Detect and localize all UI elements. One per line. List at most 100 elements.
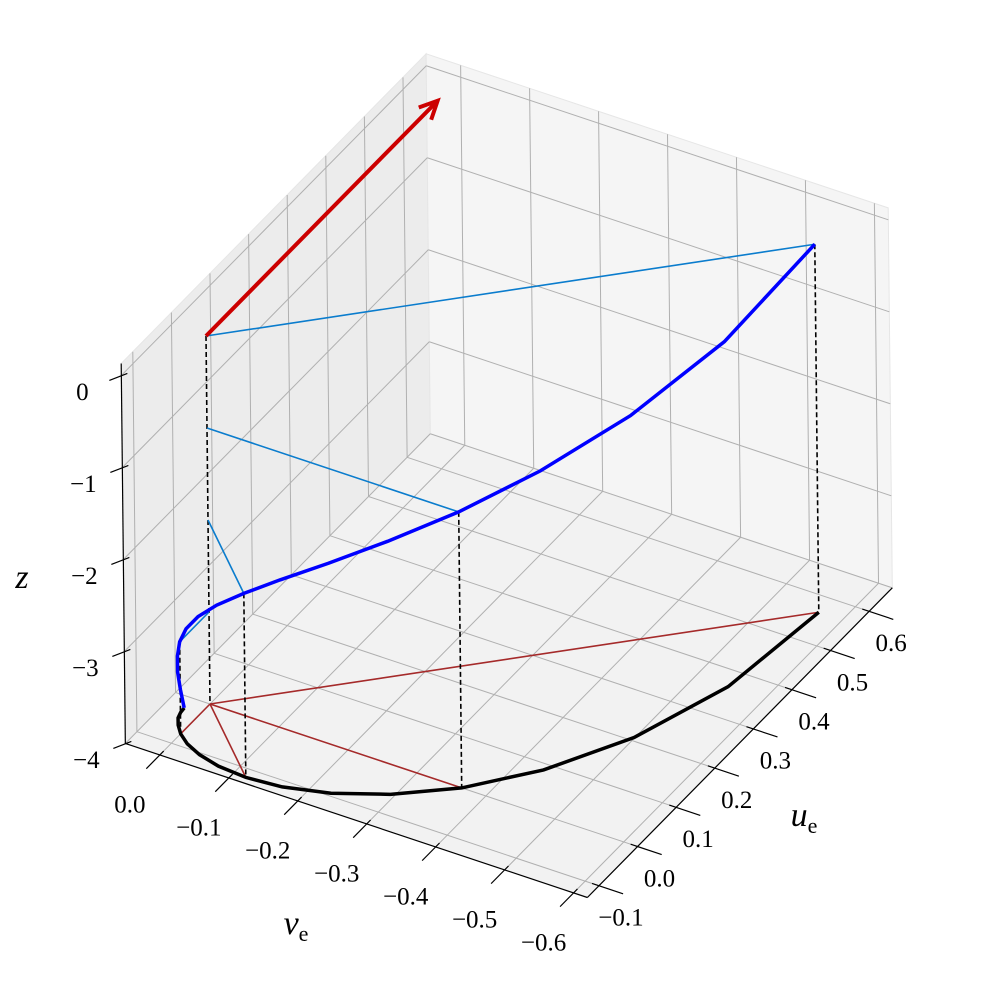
- grid-line: [363, 116, 370, 497]
- x-tick: [591, 882, 624, 895]
- grid-line: [329, 535, 793, 691]
- x-axis-label: ue: [791, 797, 818, 838]
- z-tick: [110, 464, 129, 474]
- grid-line: [426, 65, 889, 221]
- grid-line: [804, 180, 811, 561]
- x-tick-label: 0.2: [721, 787, 752, 814]
- y-tick-label: −0.4: [383, 884, 429, 911]
- grid-line: [120, 65, 427, 376]
- grid-line: [209, 273, 215, 654]
- x-tick-label: 0.5: [837, 669, 868, 696]
- grid-line: [429, 341, 892, 497]
- z-tick-label: −2: [71, 563, 98, 590]
- grid-line: [286, 194, 292, 575]
- grid-line: [136, 731, 600, 887]
- wind-shaft: [204, 99, 440, 338]
- y-tick-label: −0.6: [521, 930, 566, 957]
- y-tick-label: −0.3: [314, 861, 359, 888]
- y-tick-label: −0.1: [176, 815, 221, 842]
- y-axis-line: [125, 742, 588, 899]
- level-drop: [813, 244, 820, 613]
- level-line: [179, 611, 210, 643]
- floor-ray: [209, 703, 462, 789]
- z-tick-label: 0: [76, 379, 89, 406]
- level-line: [207, 519, 245, 594]
- y-tick: [421, 842, 440, 862]
- x-tick-label: 0.1: [683, 826, 714, 853]
- z-tick: [111, 556, 130, 566]
- grid-line: [428, 249, 891, 405]
- grid-line: [170, 312, 177, 693]
- grid-line: [213, 652, 677, 808]
- y-tick-label: −0.5: [452, 907, 497, 934]
- grid-line: [325, 155, 331, 536]
- x-tick: [669, 804, 701, 816]
- grid-line: [122, 249, 429, 560]
- y-tick-label: 0.0: [114, 792, 145, 819]
- x-tick-label: −0.1: [598, 904, 643, 931]
- wind-arrow: [204, 97, 441, 338]
- level-drop: [178, 641, 182, 734]
- y-axis-label: ve: [284, 905, 309, 946]
- floor-ray: [209, 703, 247, 778]
- level-drop: [243, 593, 247, 778]
- level-drop: [457, 511, 463, 788]
- y-tick: [145, 750, 165, 770]
- grid-line: [598, 111, 604, 492]
- grid-line: [529, 88, 535, 469]
- y-tick-label: −0.2: [245, 838, 290, 865]
- x-axis-line: [586, 587, 893, 898]
- x-tick: [707, 765, 740, 777]
- z-tick-label: −1: [70, 471, 97, 498]
- y-tick: [490, 865, 509, 885]
- y-axis-label-sub: e: [299, 921, 309, 946]
- x-tick: [784, 686, 817, 699]
- grid-line: [297, 490, 604, 802]
- grid-line: [252, 613, 715, 769]
- grid-line: [366, 513, 672, 825]
- grid-line: [427, 157, 890, 313]
- grid-line: [132, 351, 138, 732]
- level-line: [205, 243, 815, 337]
- x-tick-label: 0.4: [798, 708, 830, 735]
- grid-line: [123, 341, 430, 652]
- grid-line: [248, 234, 254, 615]
- grid-line: [291, 574, 754, 730]
- grid-line: [873, 203, 880, 584]
- grid-line: [573, 582, 879, 894]
- z-tick: [112, 648, 131, 658]
- grid-line: [406, 456, 870, 612]
- y-tick: [283, 796, 303, 816]
- grid-line: [368, 496, 831, 652]
- grid-line: [430, 433, 893, 589]
- grid-line: [504, 559, 810, 871]
- grid-line: [402, 77, 408, 458]
- grid-line: [121, 157, 428, 468]
- grid-line: [435, 536, 741, 848]
- y-tick: [214, 773, 234, 793]
- z-axis-line: [120, 363, 126, 744]
- plot-area: 0.0−0.1−0.2−0.3−0.4−0.5−0.6−0.10.00.10.2…: [70, 52, 907, 957]
- y-tick: [559, 888, 578, 908]
- grid-line: [667, 134, 673, 515]
- x-axis-label-sub: e: [808, 813, 818, 838]
- grid-line: [460, 65, 466, 446]
- z-axis-label: z: [14, 559, 28, 596]
- wind-head: [418, 97, 441, 121]
- floor-ray: [209, 611, 819, 705]
- y-tick: [352, 819, 371, 839]
- grid-line: [228, 467, 535, 779]
- x-tick-label: 0.3: [760, 748, 791, 775]
- x-tick: [746, 726, 778, 738]
- floor-ray: [180, 703, 211, 735]
- x-tick-label: 0.0: [644, 865, 675, 892]
- spiral: [175, 243, 817, 709]
- z-tick-label: −4: [73, 747, 100, 774]
- grid-line: [735, 157, 742, 538]
- z-tick: [109, 372, 128, 382]
- y-axis-label-main: v: [284, 905, 300, 942]
- x-axis-label-main: u: [791, 797, 808, 834]
- x-tick: [630, 843, 662, 856]
